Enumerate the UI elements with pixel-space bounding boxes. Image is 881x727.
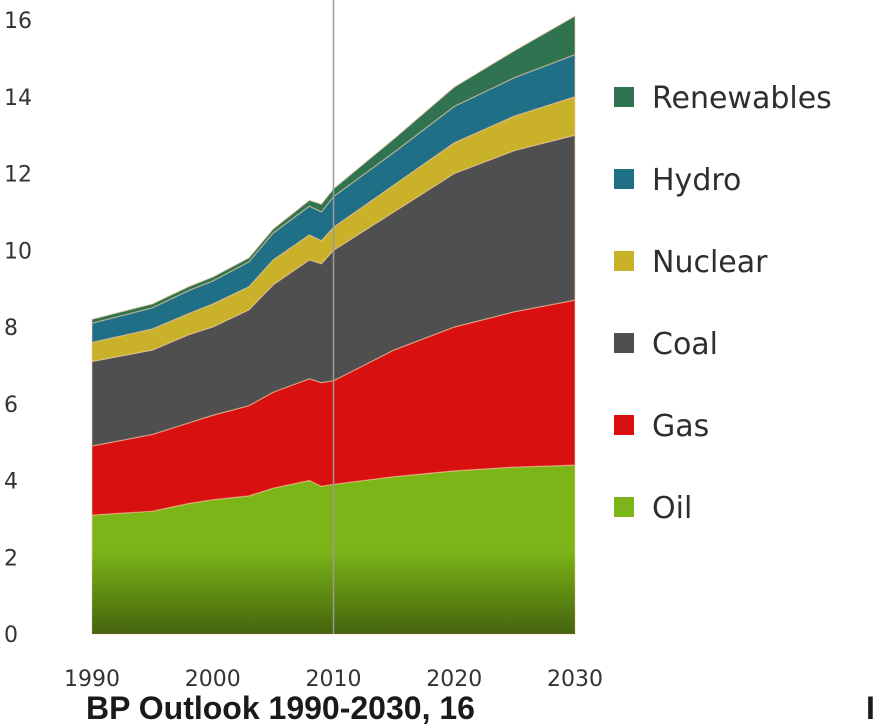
legend-swatch-coal — [614, 333, 634, 353]
chart-caption-right: I — [866, 690, 875, 726]
chart-caption: BP Outlook 1990-2030, 16 — [86, 690, 475, 726]
legend: Renewables Hydro Nuclear Coal Gas Oil — [614, 81, 832, 526]
legend-label-gas: Gas — [652, 409, 709, 444]
x-tick-label-2000: 2000 — [185, 667, 241, 692]
y-tick-label-14: 14 — [4, 86, 32, 111]
legend-swatch-nuclear — [614, 251, 634, 271]
x-axis-ticks: 1990 2000 2010 2020 2030 — [64, 667, 603, 692]
legend-swatch-renewables — [614, 87, 634, 107]
legend-swatch-hydro — [614, 169, 634, 189]
y-tick-label-16: 16 — [4, 9, 32, 34]
y-axis-ticks: 0 2 4 6 8 10 12 14 16 — [4, 9, 32, 648]
legend-label-oil: Oil — [652, 491, 692, 526]
legend-swatch-oil — [614, 497, 634, 517]
legend-label-renewables: Renewables — [652, 81, 832, 116]
y-tick-label-6: 6 — [4, 393, 18, 418]
legend-label-hydro: Hydro — [652, 163, 741, 198]
y-tick-label-2: 2 — [4, 546, 18, 571]
y-tick-label-4: 4 — [4, 470, 18, 495]
x-tick-label-2010: 2010 — [306, 667, 362, 692]
y-tick-label-12: 12 — [4, 163, 32, 188]
area-renewables — [91, 15, 576, 324]
y-tick-label-8: 8 — [4, 316, 18, 341]
x-tick-label-2030: 2030 — [547, 667, 603, 692]
energy-stacked-area-chart: 0 2 4 6 8 10 12 14 16 1990 2000 2010 2020 2030 Renew… — [4, 0, 832, 692]
y-tick-label-10: 10 — [4, 239, 32, 264]
legend-label-coal: Coal — [652, 327, 718, 362]
y-tick-label-0: 0 — [4, 623, 18, 648]
x-tick-label-2020: 2020 — [426, 667, 482, 692]
legend-label-nuclear: Nuclear — [652, 245, 768, 280]
x-tick-label-1990: 1990 — [64, 667, 120, 692]
legend-swatch-gas — [614, 415, 634, 435]
